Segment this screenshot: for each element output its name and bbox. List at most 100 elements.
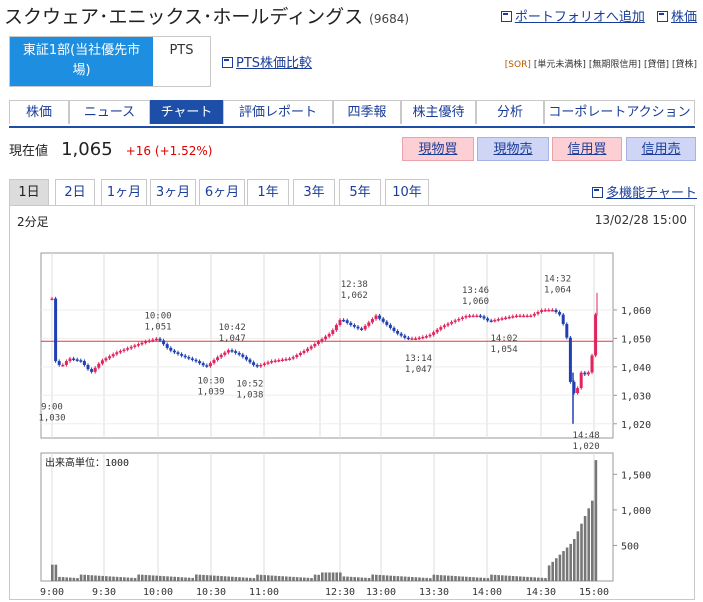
volume-bar [382,575,385,581]
market-pts-tab[interactable]: PTS [169,43,194,58]
tab-rating-report[interactable]: 評価レポート [223,100,333,124]
tab-stock-price[interactable]: 株価 [9,100,69,124]
candle-body [151,339,155,342]
volume-bar [213,575,216,581]
badge-lending: [貸借] [643,60,669,70]
stock-price-link[interactable]: 株価 [656,10,697,25]
candle-body [108,356,112,359]
period-6m[interactable]: 6ヶ月 [199,179,245,205]
volume-bar [231,576,234,581]
candle-body [212,360,216,364]
market-main-tab[interactable]: 東証1部(当社優先市場) [10,37,153,86]
candle-body [133,345,137,347]
add-portfolio-label: ポートフォリオへ追加 [514,10,645,25]
period-1d[interactable]: 1日 [9,179,49,205]
annotation-price: 1,030 [38,413,65,423]
volume-tick-label: 500 [621,541,639,552]
volume-bar [439,575,443,581]
volume-bar [533,577,536,581]
candle-body [554,309,558,313]
annotation-time: 10:52 [236,380,263,390]
volume-bar [299,577,302,581]
top-links: ポートフォリオへ追加 株価 [493,6,697,25]
price-annotation: 14:321,064 [544,275,571,296]
tab-corporate-action[interactable]: コーポレートアクション [544,100,695,124]
tab-analysis[interactable]: 分析 [476,100,544,124]
volume-bar [360,577,364,581]
candle-body [302,350,306,353]
volume-bar [162,576,166,581]
period-3y[interactable]: 3年 [293,179,335,205]
annotation-price: 1,038 [236,391,263,401]
candle-body [414,338,418,340]
candle-body [205,365,209,367]
period-5y[interactable]: 5年 [339,179,381,205]
volume-bar [97,575,101,581]
volume-bar [238,577,241,581]
period-1m[interactable]: 1ヶ月 [101,179,147,205]
candle-body [388,324,392,328]
margin-sell-button[interactable]: 信用売 [626,137,696,161]
volume-bar [349,576,353,581]
candle-body [284,359,288,361]
volume-bar [292,576,295,581]
candle-body [234,351,238,353]
volume-bar [155,575,158,581]
add-portfolio-link[interactable]: ポートフォリオへ追加 [500,10,645,25]
candle-body [82,361,86,366]
volume-bar [65,577,68,581]
cash-sell-button[interactable]: 現物売 [477,137,549,161]
volume-bar [472,577,475,581]
candle-body [489,320,493,323]
volume-bar [137,574,140,581]
volume-bar [205,575,209,581]
volume-bar [169,576,173,581]
candle-body [244,356,248,360]
volume-bar [112,576,115,581]
candle-body [147,340,151,342]
candle-body [511,316,515,318]
volume-bar [576,531,580,581]
volume-bar [367,577,371,581]
annotation-price: 1,020 [573,442,600,452]
candle-body [345,320,349,323]
volume-bar [339,572,342,581]
pts-compare-link[interactable]: PTS株価比較 [222,52,312,71]
candle-body [295,355,299,358]
candle-body [518,315,522,318]
tab-news[interactable]: ニュース [69,100,150,124]
volume-bar [540,577,544,581]
volume-bar [267,575,270,581]
badge-sor: [SOR] [504,60,531,70]
candle-body [543,309,547,312]
candle-body [144,341,148,343]
volume-bar [465,576,468,581]
volume-bar [195,574,198,581]
volume-bar [522,576,526,581]
period-1y[interactable]: 1年 [247,179,289,205]
candle-body [446,323,450,326]
volume-bar [328,572,331,581]
margin-buy-button[interactable]: 信用買 [552,137,622,161]
candle-body [428,334,432,337]
volume-bar [504,575,508,581]
tab-shareholder-benefits[interactable]: 株主優待 [401,100,476,124]
volume-bar [393,575,396,581]
volume-bar [429,578,432,581]
candle-body [532,313,536,316]
volume-bar [58,576,61,581]
candle-body [140,342,144,345]
period-2d[interactable]: 2日 [55,179,95,205]
candle-body [334,325,338,331]
period-3m[interactable]: 3ヶ月 [150,179,196,205]
annotation-time: 12:38 [341,280,368,290]
candle-body [590,355,594,373]
tab-shikiho[interactable]: 四季報 [333,100,401,124]
candle-body [100,360,104,364]
multi-function-chart-link[interactable]: 多機能チャート [592,182,697,201]
tab-chart[interactable]: チャート [150,100,223,124]
cash-buy-button[interactable]: 現物買 [402,137,474,161]
volume-bar [144,574,148,581]
volume-bar [303,577,306,581]
period-10y[interactable]: 10年 [385,179,429,205]
